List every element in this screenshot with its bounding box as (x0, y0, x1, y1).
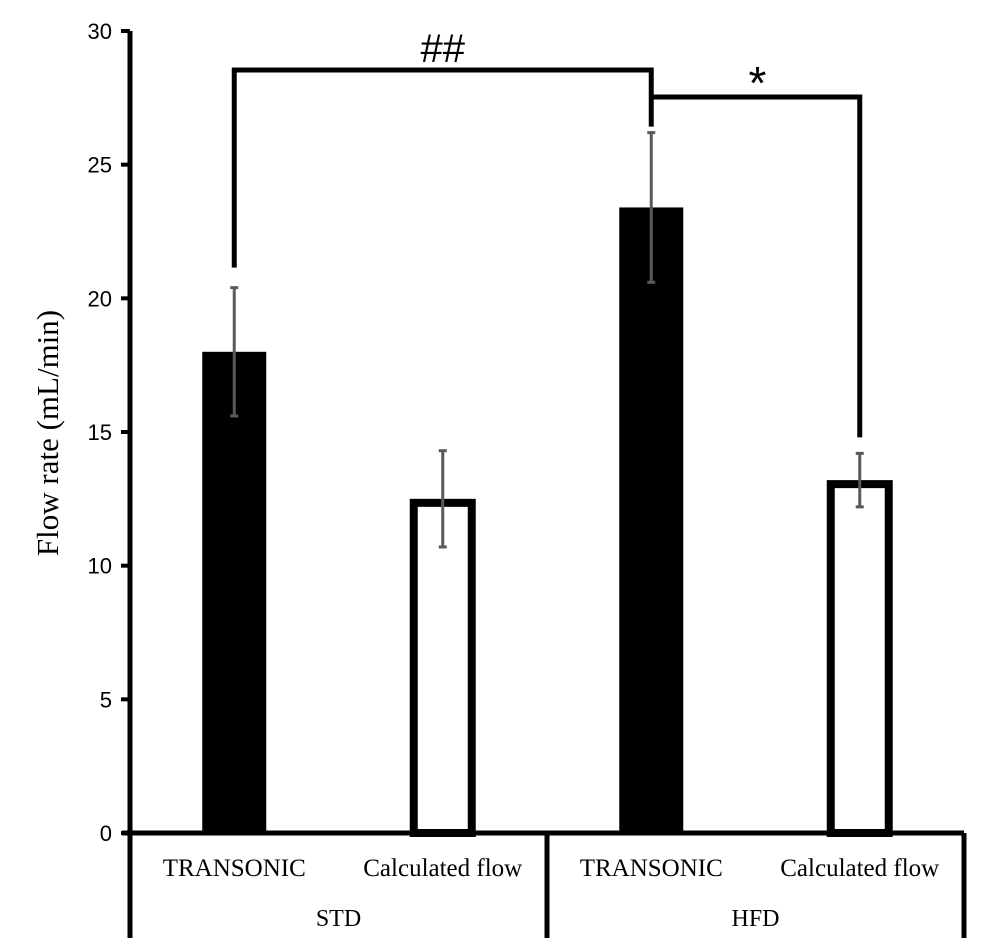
group-label: HFD (731, 906, 779, 932)
bar (619, 207, 684, 833)
category-label: Calculated flow (363, 855, 522, 882)
bars (202, 131, 893, 837)
significance-label: ## (421, 27, 466, 71)
y-tick-label: 20 (88, 286, 112, 311)
category-label: TRANSONIC (163, 855, 306, 882)
y-tick-label: 10 (88, 554, 112, 579)
y-tick-label: 15 (88, 420, 112, 445)
bar (409, 498, 476, 837)
significance-label: * (749, 57, 767, 109)
bar (202, 351, 267, 833)
group-label: STD (316, 906, 361, 932)
bar (826, 480, 893, 837)
y-tick-label: 0 (100, 821, 112, 846)
category-label: Calculated flow (780, 855, 939, 882)
y-tick-label: 25 (88, 153, 112, 178)
significance-brackets: ## * (231, 27, 863, 438)
significance-bracket (231, 67, 654, 268)
y-tick-label: 5 (100, 687, 112, 712)
y-tick-label: 30 (88, 19, 112, 44)
category-label: TRANSONIC (580, 855, 723, 882)
significance-bracket (651, 94, 863, 438)
y-axis-label: Flow rate (mL/min) (30, 310, 65, 556)
